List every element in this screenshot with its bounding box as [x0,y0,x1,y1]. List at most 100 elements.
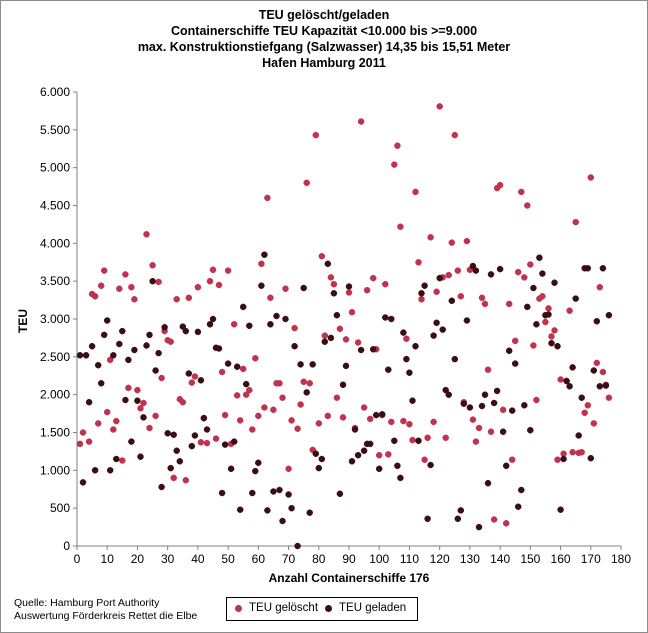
point-geloescht [324,412,332,420]
point-geladen [125,356,132,364]
point-geloescht [511,337,519,345]
y-tick-label: 5.000 [40,161,70,175]
point-geloescht [409,436,416,444]
point-geladen [397,474,404,482]
point-geloescht [140,399,147,407]
point-geloescht [249,426,256,433]
point-geladen [249,489,256,497]
point-geloescht [279,394,286,401]
point-geladen [339,381,347,389]
point-geloescht [339,414,347,421]
point-geloescht [264,194,271,202]
point-geladen [264,507,271,514]
point-geloescht [421,456,428,463]
point-geladen [294,542,301,550]
point-geloescht [490,516,498,523]
point-geloescht [424,434,431,442]
point-geladen [242,380,250,388]
point-geloescht [572,218,579,226]
point-geladen [200,414,208,422]
point-geladen [490,399,498,407]
point-geladen [551,279,558,286]
point-geloescht [100,267,108,274]
point-geloescht [315,420,323,427]
point-geladen [236,506,244,513]
point-geloescht [261,404,268,411]
point-geladen [421,282,428,289]
point-geloescht [285,465,292,473]
point-geladen [505,347,513,355]
point-geloescht [415,259,422,266]
point-geloescht [327,274,335,281]
point-geladen [348,458,356,465]
point-geladen [569,364,576,371]
point-geloescht [218,368,226,376]
point-geladen [454,515,462,523]
point-geloescht [330,280,338,288]
point-geladen [221,441,229,448]
point-geladen [79,479,87,486]
point-geladen [481,391,489,398]
point-geladen [173,447,180,454]
point-geladen [536,254,543,261]
point-geladen [575,432,582,439]
point-geloescht [291,324,298,332]
point-geladen [285,491,292,498]
point-geloescht [110,426,117,433]
point-geloescht [433,288,440,296]
point-geladen [224,360,232,367]
x-tick-label: 110 [400,552,419,566]
point-geloescht [518,188,525,196]
y-tick-label: 0 [63,539,70,553]
point-geloescht [521,274,528,281]
point-geloescht [363,286,371,294]
legend-marker-geloescht [235,605,242,612]
point-geladen [279,517,286,525]
point-geloescht [79,429,87,436]
point-geladen [388,315,395,323]
point-geloescht [533,396,540,404]
point-geladen [297,361,304,368]
point-geloescht [551,327,558,334]
point-geloescht [125,384,132,392]
point-geladen [267,321,274,328]
point-geloescht [578,448,585,456]
point-geladen [496,265,504,273]
point-geladen [330,290,338,297]
point-geloescht [303,179,310,187]
x-tick-label: 120 [430,552,450,566]
point-geladen [233,363,241,370]
point-geladen [587,454,595,462]
point-geloescht [191,373,199,380]
point-geladen [409,397,416,404]
point-geladen [191,432,199,439]
point-geloescht [119,457,126,464]
point-geladen [113,455,120,463]
point-geloescht [587,174,595,181]
point-geladen [533,321,540,328]
x-tick-label: 50 [221,552,235,566]
x-tick-label: 160 [551,552,571,566]
point-geloescht [345,289,353,296]
point-geloescht [448,239,456,246]
point-geloescht [194,283,202,291]
point-geladen [514,503,522,510]
point-geladen [472,267,480,274]
chart-title-line-4: Hafen Hamburg 2011 [262,56,386,70]
point-geladen [394,462,401,470]
legend-label-geloescht: TEU gelöscht [249,602,319,614]
point-geloescht [554,456,561,463]
point-geladen [255,459,262,467]
point-geloescht [188,379,196,386]
point-geloescht [557,376,564,383]
point-geladen [385,366,392,373]
y-tick-label: 3.000 [40,312,70,326]
point-geladen [270,488,277,495]
point-geladen [300,284,307,292]
point-geladen [185,370,193,377]
point-geladen [116,340,123,348]
point-geloescht [581,409,588,417]
source-line-1: Quelle: Hamburg Port Authority [14,597,160,609]
point-geladen [276,486,283,494]
